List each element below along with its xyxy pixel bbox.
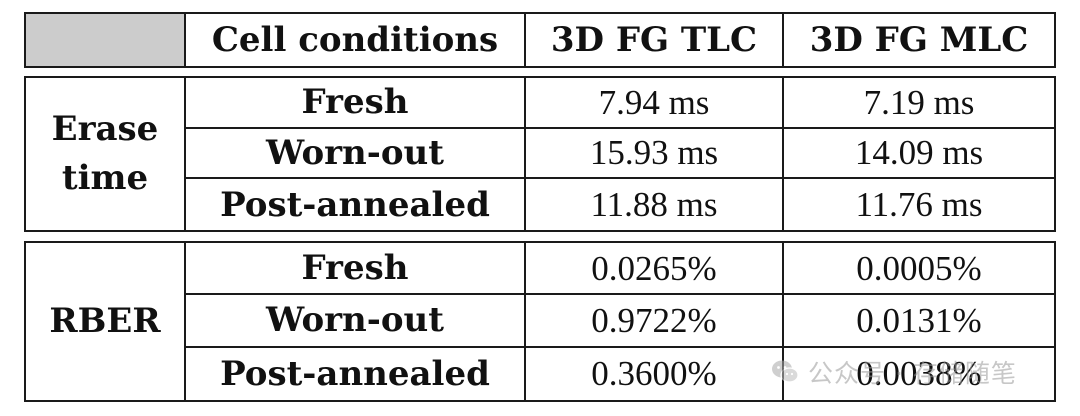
table-cell-mlc: 14.09 ms (784, 129, 1054, 180)
table-cell-tlc: 15.93 ms (526, 128, 784, 180)
table-row-condition: Fresh (186, 243, 526, 296)
header-cell-tlc: 3D FG TLC (526, 14, 784, 66)
table-cell-mlc: 0.0038% (856, 354, 982, 394)
table-cell-mlc: 0.0131% (784, 295, 1054, 348)
header-cell-mlc: 3D FG MLC (809, 20, 1029, 60)
erase-time-group-label: Erase time (26, 78, 186, 230)
table-header: Cell conditions 3D FG TLC 3D FG MLC (24, 12, 1056, 68)
table-row-condition: Post-annealed (186, 347, 526, 400)
table-cell-tlc: 7.94 ms (526, 78, 784, 129)
rber-section: RBER Fresh 0.0265% 0.0005% Worn-out 0.97… (24, 241, 1056, 402)
table-row-condition: Fresh (186, 78, 526, 129)
erase-time-section: Erase time Fresh 7.94 ms 7.19 ms Worn-ou… (24, 76, 1056, 232)
table-cell-tlc: 0.9722% (526, 295, 784, 348)
rber-group-label: RBER (26, 243, 186, 400)
erase-time-label-line2: time (61, 158, 149, 198)
table-row-condition: Post-annealed (186, 179, 526, 230)
header-corner-cell (26, 14, 186, 66)
table-row-condition: Worn-out (186, 128, 526, 180)
table-cell-mlc: 7.19 ms (784, 78, 1054, 129)
erase-time-label-line1: Erase (51, 108, 159, 149)
table-cell-tlc: 0.0265% (526, 243, 784, 296)
table-row-condition: Worn-out (186, 295, 526, 348)
table-cell-tlc: 11.88 ms (526, 179, 784, 230)
header-cell-conditions: Cell conditions (186, 14, 526, 66)
table-cell-tlc: 0.3600% (526, 347, 784, 400)
table-cell-mlc: 11.76 ms (855, 185, 983, 225)
table-cell-mlc: 0.0005% (784, 243, 1054, 296)
